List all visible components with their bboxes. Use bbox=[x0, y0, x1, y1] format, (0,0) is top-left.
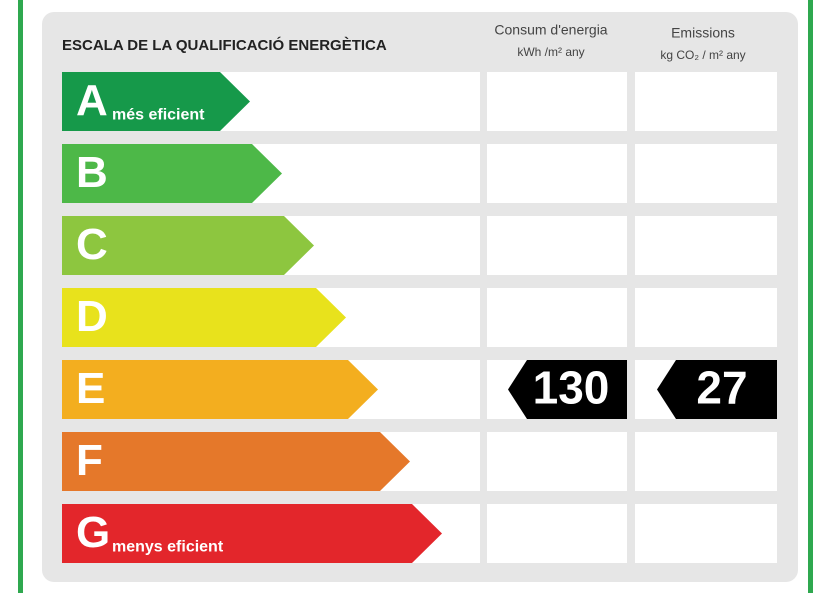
rating-letter: G bbox=[76, 508, 110, 557]
consumption-value: 130 bbox=[533, 362, 610, 414]
emissions-value: 27 bbox=[696, 362, 747, 414]
title: ESCALA DE LA QUALIFICACIÓ ENERGÈTICA bbox=[62, 36, 387, 54]
border-right bbox=[808, 0, 813, 593]
emissions-cell bbox=[635, 288, 777, 347]
rating-arrow bbox=[62, 216, 314, 275]
rating-arrow bbox=[62, 288, 346, 347]
emissions-cell bbox=[635, 72, 777, 131]
rating-letter: B bbox=[76, 148, 108, 197]
rating-letter: A bbox=[76, 76, 108, 125]
consumption-cell bbox=[487, 144, 627, 203]
rating-letter: E bbox=[76, 364, 105, 413]
rating-label: menys eficient bbox=[112, 539, 224, 556]
rating-arrow bbox=[62, 144, 282, 203]
emissions-cell bbox=[635, 144, 777, 203]
rating-label: més eficient bbox=[112, 107, 205, 124]
emissions-arrow bbox=[657, 360, 777, 419]
emissions-unit: kg CO₂ / m² any bbox=[660, 48, 745, 62]
rating-arrow bbox=[62, 72, 250, 131]
rating-arrow bbox=[62, 360, 378, 419]
rating-arrow bbox=[62, 504, 442, 563]
rating-arrow bbox=[62, 432, 410, 491]
consumption-cell bbox=[487, 504, 627, 563]
consumption-cell bbox=[487, 432, 627, 491]
rating-letter: F bbox=[76, 436, 103, 485]
consumption-cell bbox=[487, 288, 627, 347]
border-left bbox=[18, 0, 23, 593]
emissions-title: Emissions bbox=[671, 25, 735, 41]
consumption-arrow bbox=[508, 360, 627, 419]
consumption-cell bbox=[487, 216, 627, 275]
consumption-unit: kWh /m² any bbox=[517, 45, 584, 59]
emissions-cell bbox=[635, 216, 777, 275]
consumption-cell bbox=[487, 72, 627, 131]
emissions-cell bbox=[635, 504, 777, 563]
emissions-cell bbox=[635, 432, 777, 491]
rating-letter: C bbox=[76, 220, 108, 269]
consumption-title: Consum d'energia bbox=[494, 22, 607, 38]
rating-letter: D bbox=[76, 292, 108, 341]
